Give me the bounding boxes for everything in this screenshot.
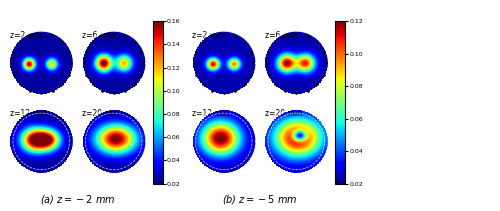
Text: (b) $z = -5$ mm: (b) $z = -5$ mm (222, 193, 298, 206)
Text: z=2 mm: z=2 mm (192, 31, 224, 40)
Text: z=6 mm: z=6 mm (264, 31, 297, 40)
Text: z=12 mm: z=12 mm (10, 109, 46, 118)
Text: z=12 mm: z=12 mm (192, 109, 229, 118)
Text: z=20 mm: z=20 mm (264, 109, 302, 118)
Text: z=2 mm: z=2 mm (10, 31, 42, 40)
Text: z=20 mm: z=20 mm (82, 109, 120, 118)
Text: z=6 mm: z=6 mm (82, 31, 114, 40)
Text: (a) $z = -2$ mm: (a) $z = -2$ mm (40, 193, 115, 206)
